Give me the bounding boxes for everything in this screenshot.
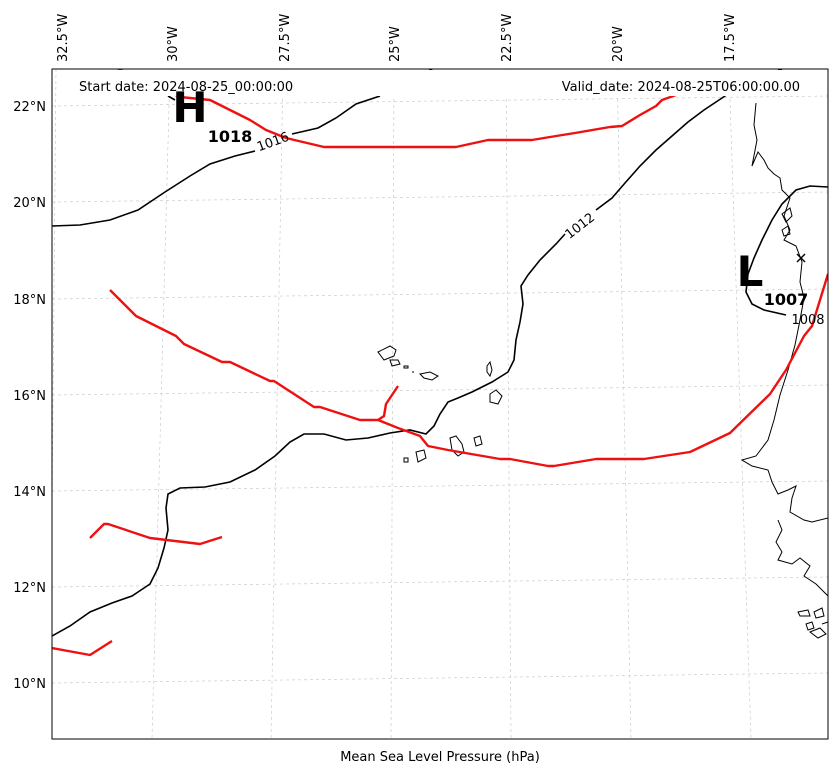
isobar-1016 [52, 95, 381, 227]
contour-label-1008: 1008 [791, 313, 824, 328]
meridian-line [728, 69, 752, 739]
cape-verde-maio [473, 435, 483, 447]
low-pressure-value: 1007 [764, 290, 809, 309]
lon-tick-label: 27.5°W [278, 14, 293, 62]
meridian-line [390, 69, 395, 739]
trough-southwest [89, 522, 223, 546]
lat-tick-label: 12°N [13, 581, 46, 596]
lon-tick-label: 22.5°W [500, 14, 515, 62]
trough-south [52, 639, 113, 657]
meridian-line [151, 69, 171, 739]
lon-tick-label: 32.5°W [56, 14, 71, 62]
low-pressure-letter: L [737, 247, 764, 296]
cape-verde-barlavento-2 [389, 359, 401, 367]
cape-verde-brava [403, 457, 409, 463]
map-quantity-label: Mean Sea Level Pressure (hPa) [340, 750, 540, 765]
map-frame [51, 68, 829, 740]
cape-verde-barlavento-1 [377, 345, 397, 361]
cape-verde-fogo [415, 449, 427, 463]
lat-tick-label: 10°N [13, 677, 46, 692]
lon-tick-label: 30°W [166, 26, 181, 62]
header-box [66, 70, 816, 96]
cape-verde-barlavento-3 [403, 365, 414, 373]
isobar-1008 [745, 185, 828, 316]
lat-tick-label: 14°N [13, 485, 46, 500]
lat-tick-label: 22°N [13, 100, 46, 115]
isobar-1012-south [52, 233, 566, 637]
canary-island [781, 207, 793, 237]
graticule [52, 69, 828, 739]
guinea-islands [797, 607, 828, 639]
lat-tick-label: 16°N [13, 389, 46, 404]
meridian-line [270, 69, 284, 739]
trough-central [109, 273, 828, 468]
africa-coast [740, 102, 828, 523]
lon-tick-label: 25°W [388, 26, 403, 62]
cape-verde-sal [486, 360, 493, 378]
start-date: Start date: 2024-08-25_00:00:00 [79, 80, 293, 95]
africa-coast-south [775, 519, 828, 597]
lat-tick-label: 20°N [13, 196, 46, 211]
lon-tick-label: 17.5°W [723, 14, 738, 62]
high-pressure-value: 1018 [208, 127, 253, 146]
map-area [52, 69, 828, 739]
isobar-1016-north [167, 95, 176, 101]
trough-cv-branch [377, 385, 399, 421]
low-center-marker [796, 253, 806, 263]
cape-verde-santo-antao [418, 371, 439, 381]
lat-tick-label: 18°N [13, 293, 46, 308]
meridian-line [616, 69, 632, 739]
lon-tick-label: 20°W [611, 26, 626, 62]
valid-date: Valid_date: 2024-08-25T06:00:00.00 [562, 80, 800, 95]
high-pressure-letter: H [172, 83, 207, 132]
meridian-line [505, 69, 512, 739]
cape-verde-boavista [489, 389, 503, 405]
coastline [377, 102, 828, 639]
